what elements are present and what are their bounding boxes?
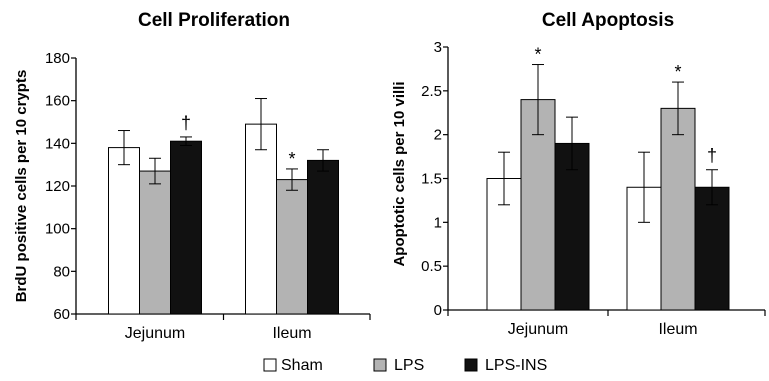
y-tick-label: 60 bbox=[53, 306, 70, 323]
legend-label-lps-ins: LPS-INS bbox=[485, 357, 547, 374]
significance-marker: † bbox=[181, 113, 191, 133]
chart-cell-proliferation: Cell Proliferation BrdU positive cells p… bbox=[13, 10, 371, 342]
legend-label-sham: Sham bbox=[281, 357, 323, 374]
legend-swatch-lps-ins bbox=[464, 358, 478, 372]
y-axis-label: Apoptotic cells per 10 villi bbox=[391, 81, 408, 266]
chart-title: Cell Apoptosis bbox=[542, 10, 674, 31]
bar-lps bbox=[139, 170, 171, 315]
bar-lps-ins bbox=[694, 186, 730, 311]
y-tick-label: 3 bbox=[434, 39, 442, 56]
legend-swatch-sham bbox=[263, 358, 277, 372]
x-category-label: Jejunum bbox=[125, 325, 185, 342]
x-category-label: Ileum bbox=[658, 321, 697, 338]
legend-swatch-lps bbox=[373, 358, 387, 372]
y-tick-label: 2.5 bbox=[421, 83, 442, 100]
y-axis-label: BrdU positive cells per 10 crypts bbox=[13, 70, 30, 303]
significance-marker: * bbox=[674, 62, 681, 82]
bar-sham bbox=[245, 123, 277, 315]
y-tick-label: 2 bbox=[434, 127, 442, 144]
bar-sham bbox=[108, 147, 140, 315]
chart-title: Cell Proliferation bbox=[138, 10, 290, 31]
chart-cell-apoptosis: Cell Apoptosis Apoptotic cells per 10 vi… bbox=[391, 10, 766, 338]
bar-lps bbox=[276, 179, 308, 315]
bar-lps-ins bbox=[307, 159, 339, 315]
significance-marker: † bbox=[707, 146, 717, 166]
legend-label-lps: LPS bbox=[394, 357, 424, 374]
x-category-label: Jejunum bbox=[508, 321, 568, 338]
y-tick-label: 100 bbox=[45, 221, 70, 238]
bar-lps-ins bbox=[554, 142, 590, 311]
legend: Sham LPS LPS-INS bbox=[263, 357, 547, 374]
bar-lps-ins bbox=[170, 140, 202, 315]
y-tick-label: 1.5 bbox=[421, 171, 442, 188]
y-tick-label: 180 bbox=[45, 50, 70, 67]
significance-marker: * bbox=[534, 45, 541, 65]
x-category-label: Ileum bbox=[272, 325, 311, 342]
y-tick-label: 120 bbox=[45, 178, 70, 195]
y-tick-label: 0.5 bbox=[421, 258, 442, 275]
y-tick-label: 160 bbox=[45, 93, 70, 110]
y-tick-label: 1 bbox=[434, 214, 442, 231]
significance-marker: * bbox=[288, 149, 295, 169]
y-tick-label: 0 bbox=[434, 302, 442, 319]
y-tick-label: 140 bbox=[45, 135, 70, 152]
y-tick-label: 80 bbox=[53, 263, 70, 280]
bar-lps bbox=[660, 107, 696, 311]
